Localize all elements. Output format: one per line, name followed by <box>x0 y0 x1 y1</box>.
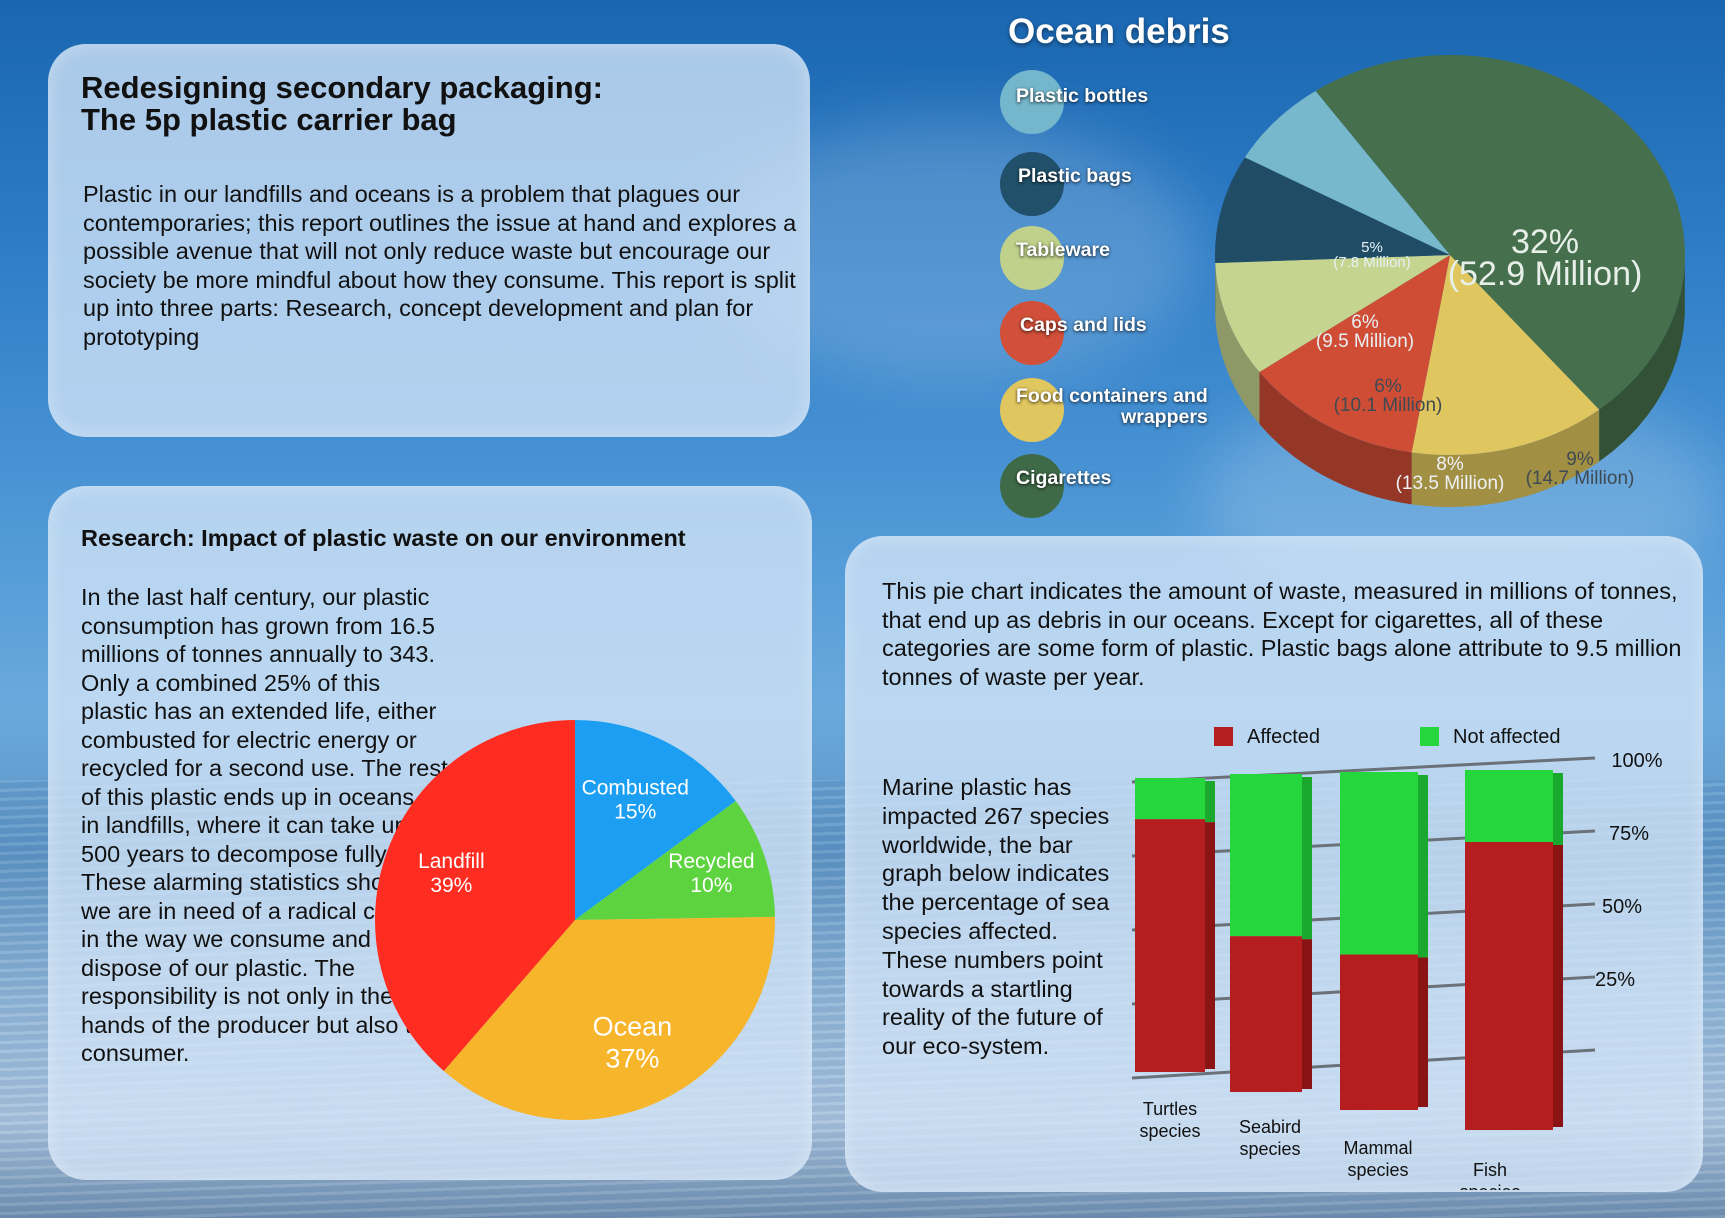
gridline <box>1131 756 1596 784</box>
bar-affected-mammal-species <box>1340 954 1418 1110</box>
pie-slice-tableware <box>1215 255 1450 373</box>
bar-side-affected-mammal-species <box>1418 957 1428 1107</box>
bar-not-affected-fish-species <box>1465 770 1553 842</box>
bar-affected-seabird-species <box>1230 936 1302 1092</box>
bar-legend-label-affected: Affected <box>1247 726 1321 748</box>
pie-value-combusted: 15% <box>614 800 656 823</box>
pie-label-combusted: Combusted <box>582 776 689 799</box>
pie-slice-food-containers-and-wrappers <box>1411 255 1600 456</box>
pie-slice-caps-and-lids <box>1259 255 1450 453</box>
pie-label-landfill: Landfill <box>418 850 485 873</box>
bar-legend-not-affected: Not affected <box>1420 726 1560 749</box>
x-label-seabird-species: Seabird species <box>1239 1117 1301 1159</box>
pie-slice-landfill <box>375 720 575 1071</box>
pie-slice-ocean <box>443 916 775 1120</box>
x-label-mammal-species: Mammal species <box>1343 1138 1412 1180</box>
pie-label-recycled: Recycled <box>668 850 754 873</box>
bar-not-affected-turtles-species <box>1135 778 1205 820</box>
pie-label-ocean: Ocean <box>593 1011 673 1041</box>
intro-text: Plastic in our landfills and oceans is a… <box>83 181 797 350</box>
intro-panel <box>48 44 810 437</box>
bar-side-affected-fish-species <box>1553 845 1563 1127</box>
pie-label-food-containers-and-wrappers: 9% (14.7 Million) <box>1526 449 1635 489</box>
pie-slice-cigarettes <box>1315 55 1685 410</box>
ocean-debris-title: Ocean debris <box>1008 12 1230 51</box>
bar-legend-swatch-affected <box>1214 727 1233 746</box>
x-label-turtles-species: Turtles species <box>1139 1099 1200 1141</box>
legend-dot-icon <box>1000 454 1064 518</box>
debris-legend-label: Tableware <box>1016 239 1110 261</box>
research-heading: Research: Impact of plastic waste on our… <box>81 525 686 551</box>
bar-legend-swatch-not-affected <box>1420 727 1439 746</box>
title-line-1: Redesigning secondary packaging: <box>81 70 603 105</box>
title-line-2: The 5p plastic carrier bag <box>81 102 457 137</box>
debris-legend-label: Plastic bags <box>1018 165 1132 187</box>
y-tick-label: 50% <box>1602 896 1642 918</box>
y-tick-label: 25% <box>1595 969 1635 991</box>
pie-label-plastic-bags: 6% (9.5 Million) <box>1316 312 1414 352</box>
pie-label-cigarettes: 32% (52.9 Million) <box>1448 223 1643 293</box>
bar-legend-affected: Affected <box>1214 726 1320 749</box>
y-tick-label: 75% <box>1609 823 1649 845</box>
page-title: Redesigning secondary packaging: The 5p … <box>81 72 761 136</box>
bar-side-not-affected-fish-species <box>1553 773 1563 845</box>
bar-side-not-affected-mammal-species <box>1418 775 1428 958</box>
legend-dot-icon <box>1000 152 1064 216</box>
pie-side-cigarettes <box>1599 263 1685 462</box>
ocean-debris-pie-chart: 32% (52.9 Million) 9% (14.7 Million) 8% (13.5… <box>1215 55 1685 507</box>
pie-value-landfill: 39% <box>430 874 472 897</box>
bar-legend-label-not-affected: Not affected <box>1453 726 1561 748</box>
legend-dot-icon <box>1000 70 1064 134</box>
bar-side-not-affected-turtles-species <box>1205 781 1215 823</box>
bar-affected-fish-species <box>1465 842 1553 1130</box>
x-label-fish-species: Fishspecies <box>1459 1160 1520 1190</box>
pie-slice-plastic-bottles <box>1244 90 1450 255</box>
bar-affected-turtles-species <box>1135 819 1205 1072</box>
legend-dot-icon <box>1000 378 1064 442</box>
pie-side-food-containers-and-wrappers <box>1411 409 1600 507</box>
pie-slice-combusted <box>575 720 736 920</box>
marine-plastic-text: Marine plastic has impacted 267 species … <box>882 774 1110 1060</box>
debris-legend-label: Food containers and wrappers <box>1016 385 1208 428</box>
pie-label-tableware: 6% (10.1 Million) <box>1334 376 1443 416</box>
debris-legend-label: Caps and lids <box>1020 314 1147 336</box>
debris-description: This pie chart indicates the amount of w… <box>882 578 1682 690</box>
bar-side-affected-seabird-species <box>1302 939 1312 1089</box>
y-tick-label: 100% <box>1611 750 1662 772</box>
bar-not-affected-seabird-species <box>1230 774 1302 937</box>
debris-legend-label: Plastic bottles <box>1016 85 1149 107</box>
pie-label-caps-and-lids: 8% (13.5 Million) <box>1396 454 1505 494</box>
pie-side-tableware <box>1215 263 1260 425</box>
bar-not-affected-mammal-species <box>1340 772 1418 955</box>
legend-dot-icon <box>1000 301 1064 365</box>
legend-dot-icon <box>1000 226 1064 290</box>
species-bar-chart: 25% 50% 75% 100% Turtles species Seabird specie… <box>1131 750 1663 1190</box>
pie-value-ocean: 37% <box>605 1043 659 1073</box>
pie-side-caps-and-lids <box>1259 372 1412 505</box>
debris-legend-label: Cigarettes <box>1016 467 1112 489</box>
pie-slice-plastic-bags <box>1215 157 1450 264</box>
pie-slice-recycled <box>575 800 775 920</box>
pie-value-recycled: 10% <box>690 874 732 897</box>
pie-label-plastic-bottles: 5% (7.8 Million) <box>1333 239 1411 271</box>
bar-side-affected-turtles-species <box>1205 822 1215 1069</box>
bar-side-not-affected-seabird-species <box>1302 777 1312 940</box>
